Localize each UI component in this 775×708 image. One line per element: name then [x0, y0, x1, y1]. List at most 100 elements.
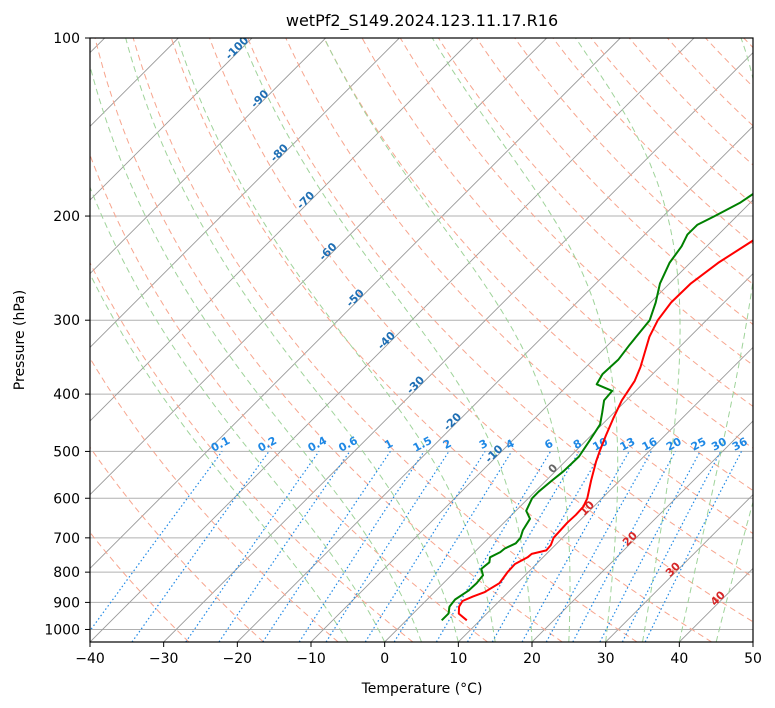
dry-adiabat: [590, 38, 753, 206]
plot-area: 0.1 0.2 0.4 0.6 1 1.5 2 3 4 6 8 10 13 16 20 25 30 36-100-…: [90, 38, 753, 642]
isotherm-line: [90, 38, 253, 201]
dry-adiabat: [90, 446, 264, 642]
mixing-ratio-label: 2: [441, 437, 454, 452]
mixing-ratio-label: 4: [504, 437, 517, 452]
mixing-ratio-line: [298, 451, 425, 642]
mixing-ratio-line: [435, 451, 552, 642]
isotherm-label: -20: [441, 410, 464, 433]
mixing-ratio-line: [572, 451, 677, 642]
mixing-ratio-line: [325, 451, 450, 642]
isotherm-line: [163, 52, 753, 642]
x-tick-label: −40: [75, 651, 105, 667]
mixing-ratio-label: 13: [618, 435, 638, 454]
isotherm-line: [531, 420, 753, 642]
isotherm-label: -80: [268, 141, 291, 164]
isotherm-line: [90, 38, 474, 422]
y-axis: 100 200 300 400 500 600 700 800 900 1000: [44, 31, 90, 638]
mixing-ratio-label: 16: [640, 435, 660, 454]
dry-adiabat: [514, 38, 753, 285]
isotherm-line: [458, 346, 753, 642]
isotherm-label: 10: [577, 498, 597, 518]
moist-adiabat: [431, 38, 619, 642]
dry-adiabat: [132, 38, 638, 642]
mixing-ratio-label: 25: [689, 435, 709, 454]
isotherm-line: [237, 125, 753, 642]
x-tick-label: 20: [523, 651, 541, 667]
isotherm-label: 40: [708, 588, 728, 608]
isotherm-line: [752, 641, 753, 642]
dewpoint-profile-line: [440, 192, 753, 622]
y-tick-label: 900: [53, 595, 80, 611]
isotherm-line: [384, 273, 753, 642]
dry-adiabat: [209, 38, 753, 623]
moist-adiabat: [575, 38, 681, 642]
mixing-ratio-label: 30: [709, 435, 729, 454]
x-tick-label: 30: [597, 651, 615, 667]
dry-adiabat: [552, 38, 753, 245]
x-tick-label: 10: [449, 651, 467, 667]
x-tick-label: −10: [296, 651, 326, 667]
isotherm-label: -70: [294, 189, 317, 212]
isotherm-label: -40: [375, 329, 398, 352]
moist-adiabat: [678, 38, 753, 642]
dry-adiabat: [94, 38, 563, 642]
y-tick-label: 100: [53, 31, 80, 47]
dry-adiabat: [90, 261, 414, 642]
dry-adiabat: [399, 38, 753, 407]
isotherm-line: [90, 38, 400, 348]
y-tick-label: 400: [53, 387, 80, 403]
isotherm-label: 30: [663, 559, 683, 579]
x-tick-label: 50: [744, 651, 762, 667]
dry-adiabat: [285, 38, 753, 535]
dry-adiabat: [667, 38, 753, 127]
isotherm-line: [90, 38, 695, 642]
x-axis: −40 −30 −20 −10 0 10 20 30 40 50: [75, 642, 762, 667]
dry-adiabat: [90, 153, 488, 642]
mixing-ratio-line: [364, 451, 486, 642]
moist-adiabat: [715, 500, 753, 642]
moist-adiabat: [176, 38, 496, 642]
mixing-ratio-line: [466, 451, 580, 642]
mixing-ratio-label: 36: [730, 435, 750, 454]
temperature-profile-line: [457, 239, 753, 622]
y-tick-label: 300: [53, 313, 80, 329]
y-tick-label: 600: [53, 491, 80, 507]
isotherm-label: -60: [316, 240, 339, 263]
isotherm-line: [90, 38, 547, 496]
dry-adiabat: [361, 38, 753, 449]
mixing-ratio-line: [491, 451, 603, 642]
dry-adiabat: [247, 38, 753, 578]
y-tick-label: 1000: [44, 622, 80, 638]
x-tick-label: 0: [380, 651, 389, 667]
mixing-ratio-line: [262, 451, 391, 642]
plot-frame: [89, 37, 754, 643]
moist-adiabat: [323, 38, 571, 642]
dry-adiabat: [628, 38, 753, 166]
x-tick-label: −30: [149, 651, 179, 667]
y-tick-label: 200: [53, 209, 80, 225]
dry-adiabat: [90, 531, 190, 642]
x-axis-label: Temperature (°C): [361, 681, 483, 697]
dry-adiabat: [323, 38, 753, 492]
y-tick-label: 700: [53, 531, 80, 547]
isotherm-label: -30: [404, 373, 427, 396]
isotherm-line: [90, 38, 621, 569]
x-tick-label: −20: [223, 651, 253, 667]
isotherm-line: [679, 567, 753, 642]
mixing-ratio-line: [90, 451, 223, 632]
isotherm-line: [605, 494, 753, 642]
mixing-ratio-label: 6: [543, 437, 556, 452]
isotherm-label: -90: [248, 87, 271, 110]
dry-adiabat: [170, 38, 712, 642]
dry-adiabat: [476, 38, 753, 326]
dry-adiabat: [437, 38, 753, 366]
moist-adiabat: [241, 38, 533, 642]
mixing-ratio-line: [644, 451, 743, 642]
y-axis-label: Pressure (hPa): [12, 290, 28, 390]
mixing-ratio-line: [218, 451, 351, 642]
moist-adiabat: [90, 64, 422, 642]
mixing-ratio-line: [131, 451, 270, 642]
dry-adiabat: [705, 38, 753, 88]
moist-adiabat: [125, 38, 459, 642]
